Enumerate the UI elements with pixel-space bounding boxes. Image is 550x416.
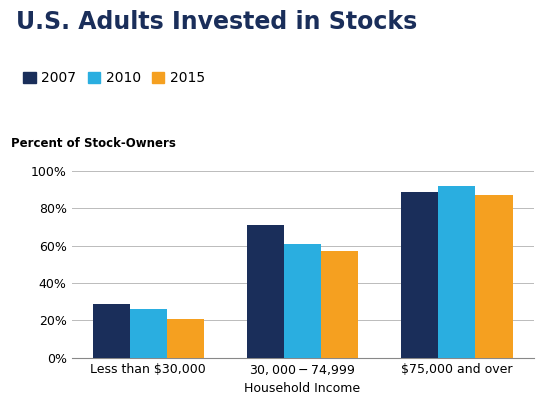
Text: Percent of Stock-Owners: Percent of Stock-Owners bbox=[12, 137, 177, 150]
Bar bbox=[284, 244, 321, 358]
Bar bbox=[321, 251, 358, 358]
Bar bbox=[167, 319, 204, 358]
Bar bbox=[402, 192, 438, 358]
Bar bbox=[438, 186, 475, 358]
Text: U.S. Adults Invested in Stocks: U.S. Adults Invested in Stocks bbox=[16, 10, 418, 35]
Bar bbox=[92, 304, 130, 358]
X-axis label: Household Income: Household Income bbox=[244, 382, 361, 395]
Legend: 2007, 2010, 2015: 2007, 2010, 2015 bbox=[24, 72, 205, 85]
Bar bbox=[247, 225, 284, 358]
Bar bbox=[130, 309, 167, 358]
Bar bbox=[475, 196, 513, 358]
